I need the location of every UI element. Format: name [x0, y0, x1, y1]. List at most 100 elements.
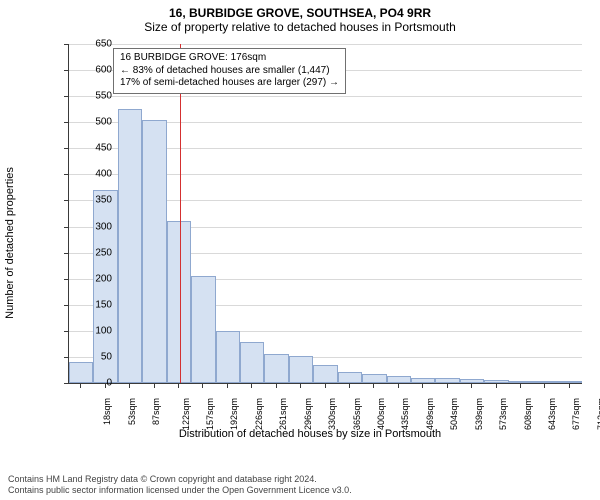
x-tick-label: 677sqm	[571, 398, 581, 430]
y-tick-mark	[64, 331, 68, 332]
y-tick-label: 400	[82, 169, 112, 180]
histogram-bar	[362, 374, 386, 383]
y-tick-label: 250	[82, 247, 112, 258]
y-tick-label: 200	[82, 273, 112, 284]
x-tick-label: 504sqm	[449, 398, 459, 430]
y-axis-label: Number of detached properties	[4, 167, 16, 319]
x-tick-mark	[202, 384, 203, 388]
histogram-bar	[142, 120, 166, 383]
x-tick-label: 192sqm	[229, 398, 239, 430]
x-tick-mark	[496, 384, 497, 388]
x-tick-mark	[520, 384, 521, 388]
x-tick-label: 573sqm	[498, 398, 508, 430]
annotation-line1: 16 BURBIDGE GROVE: 176sqm	[120, 52, 339, 65]
y-tick-label: 600	[82, 65, 112, 76]
y-tick-label: 50	[82, 351, 112, 362]
x-tick-mark	[129, 384, 130, 388]
histogram-bar	[509, 381, 533, 383]
histogram-bar	[411, 378, 435, 383]
y-tick-mark	[64, 174, 68, 175]
x-tick-mark	[105, 384, 106, 388]
footer-line2: Contains public sector information licen…	[8, 485, 352, 496]
x-tick-label: 400sqm	[376, 398, 386, 430]
x-tick-mark	[398, 384, 399, 388]
histogram-bar	[313, 365, 337, 383]
x-tick-mark	[569, 384, 570, 388]
x-tick-mark	[544, 384, 545, 388]
x-tick-mark	[227, 384, 228, 388]
histogram-bar	[167, 221, 191, 383]
y-tick-mark	[64, 148, 68, 149]
x-tick-mark	[154, 384, 155, 388]
x-tick-label: 643sqm	[547, 398, 557, 430]
y-tick-mark	[64, 200, 68, 201]
x-tick-label: 435sqm	[400, 398, 410, 430]
x-tick-mark	[373, 384, 374, 388]
annotation-box: 16 BURBIDGE GROVE: 176sqm ← 83% of detac…	[113, 48, 346, 94]
histogram-bar	[191, 276, 215, 383]
histogram-bar	[533, 381, 557, 383]
x-tick-mark	[349, 384, 350, 388]
x-tick-label: 53sqm	[127, 398, 137, 425]
x-tick-mark	[471, 384, 472, 388]
chart-subtitle: Size of property relative to detached ho…	[0, 20, 600, 38]
reference-marker-line	[180, 44, 181, 383]
x-tick-mark	[422, 384, 423, 388]
y-tick-label: 350	[82, 195, 112, 206]
y-tick-label: 150	[82, 299, 112, 310]
annotation-line2: ← 83% of detached houses are smaller (1,…	[120, 65, 339, 78]
x-tick-label: 261sqm	[278, 398, 288, 430]
y-tick-mark	[64, 227, 68, 228]
x-tick-label: 469sqm	[425, 398, 435, 430]
histogram-bar	[435, 378, 459, 383]
plot-area: 16 BURBIDGE GROVE: 176sqm ← 83% of detac…	[68, 44, 582, 384]
y-tick-label: 500	[82, 117, 112, 128]
y-tick-mark	[64, 279, 68, 280]
x-tick-mark	[325, 384, 326, 388]
y-tick-label: 300	[82, 221, 112, 232]
y-tick-label: 0	[82, 378, 112, 389]
x-tick-label: 712sqm	[596, 398, 600, 430]
histogram-bar	[338, 372, 362, 383]
y-tick-label: 650	[82, 39, 112, 50]
footer-line1: Contains HM Land Registry data © Crown c…	[8, 474, 352, 485]
x-tick-label: 608sqm	[523, 398, 533, 430]
histogram-bar	[240, 342, 264, 383]
y-tick-mark	[64, 44, 68, 45]
x-tick-mark	[80, 384, 81, 388]
y-tick-mark	[64, 122, 68, 123]
x-tick-mark	[447, 384, 448, 388]
x-tick-label: 330sqm	[327, 398, 337, 430]
histogram-bar	[387, 376, 411, 383]
x-tick-label: 157sqm	[205, 398, 215, 430]
annotation-line3: 17% of semi-detached houses are larger (…	[120, 77, 339, 90]
y-tick-label: 100	[82, 325, 112, 336]
histogram-bar	[484, 380, 508, 383]
histogram-bar	[460, 379, 484, 383]
x-tick-label: 87sqm	[151, 398, 161, 425]
y-tick-mark	[64, 305, 68, 306]
y-tick-mark	[64, 96, 68, 97]
chart-title: 16, BURBIDGE GROVE, SOUTHSEA, PO4 9RR	[0, 0, 600, 20]
x-tick-label: 296sqm	[303, 398, 313, 430]
y-tick-label: 450	[82, 143, 112, 154]
x-tick-mark	[178, 384, 179, 388]
histogram-bar	[216, 331, 240, 383]
y-tick-mark	[64, 253, 68, 254]
y-tick-label: 550	[82, 91, 112, 102]
x-tick-label: 18sqm	[102, 398, 112, 425]
x-axis-label: Distribution of detached houses by size …	[179, 428, 441, 440]
y-tick-mark	[64, 357, 68, 358]
x-tick-mark	[300, 384, 301, 388]
histogram-bar	[289, 356, 313, 383]
histogram-bar	[264, 354, 288, 383]
histogram-bar	[118, 109, 142, 383]
x-tick-label: 226sqm	[254, 398, 264, 430]
x-tick-label: 122sqm	[181, 398, 191, 430]
y-tick-mark	[64, 70, 68, 71]
histogram-bar	[558, 381, 582, 383]
x-tick-mark	[251, 384, 252, 388]
x-tick-label: 539sqm	[474, 398, 484, 430]
y-tick-mark	[64, 383, 68, 384]
x-tick-mark	[276, 384, 277, 388]
